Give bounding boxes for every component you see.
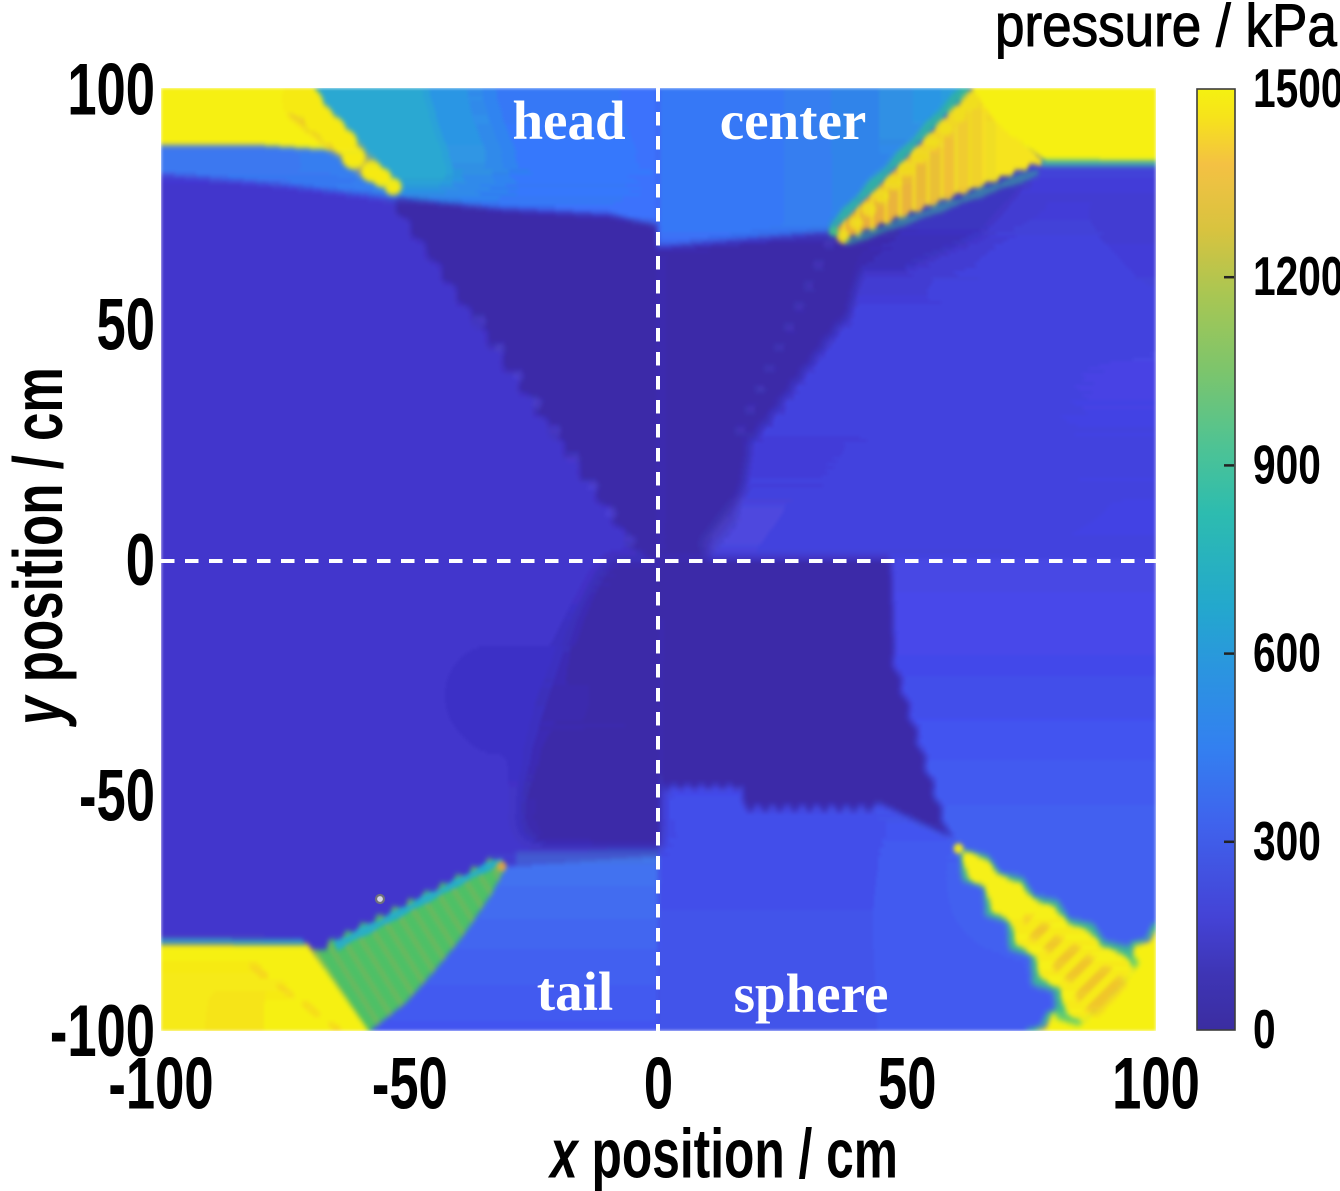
svg-text:center: center bbox=[720, 90, 867, 151]
svg-text:-100: -100 bbox=[108, 1043, 213, 1124]
svg-text:50: 50 bbox=[97, 284, 155, 365]
svg-text:100: 100 bbox=[1112, 1043, 1200, 1124]
svg-text:head: head bbox=[512, 90, 625, 151]
svg-text:1200: 1200 bbox=[1253, 246, 1340, 307]
svg-text:pressure / kPa: pressure / kPa bbox=[995, 0, 1337, 59]
svg-text:0: 0 bbox=[644, 1043, 673, 1124]
svg-text:-50: -50 bbox=[79, 755, 155, 836]
svg-text:y position / cm: y position / cm bbox=[0, 367, 77, 727]
svg-text:-100: -100 bbox=[50, 991, 155, 1072]
svg-text:1500: 1500 bbox=[1253, 58, 1340, 119]
svg-text:300: 300 bbox=[1253, 811, 1321, 872]
svg-text:-50: -50 bbox=[372, 1043, 448, 1124]
svg-text:sphere: sphere bbox=[734, 963, 889, 1024]
svg-text:100: 100 bbox=[67, 49, 155, 130]
svg-text:x position / cm: x position / cm bbox=[548, 1114, 898, 1191]
svg-text:0: 0 bbox=[126, 520, 155, 601]
svg-text:0: 0 bbox=[1253, 999, 1276, 1060]
svg-text:50: 50 bbox=[878, 1043, 936, 1124]
svg-text:900: 900 bbox=[1253, 435, 1321, 496]
svg-text:600: 600 bbox=[1253, 623, 1321, 684]
svg-text:tail: tail bbox=[537, 961, 613, 1022]
